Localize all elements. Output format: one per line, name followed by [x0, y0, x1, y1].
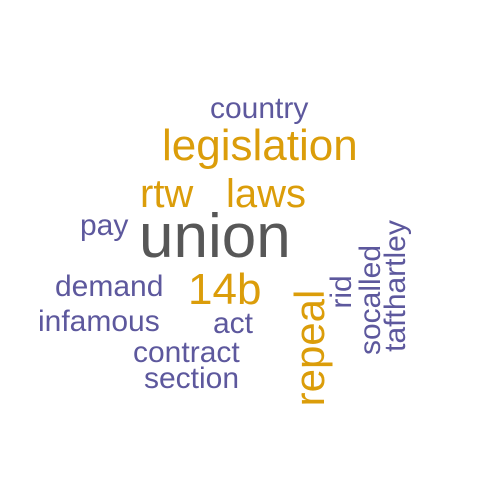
word-tafthartley: tafthartley — [379, 220, 412, 352]
word-act: act — [213, 307, 254, 340]
word-contract: contract — [133, 336, 240, 369]
word-legislation: legislation — [162, 121, 358, 170]
word-section: section — [144, 362, 240, 395]
word-union: union — [139, 202, 291, 271]
word-14b: 14b — [188, 265, 262, 314]
word-demand: demand — [55, 270, 164, 303]
word-infamous: infamous — [38, 305, 160, 338]
word-laws: laws — [226, 172, 307, 216]
word-pay: pay — [80, 209, 129, 242]
word-country: country — [210, 92, 309, 125]
word-rtw: rtw — [140, 172, 194, 216]
